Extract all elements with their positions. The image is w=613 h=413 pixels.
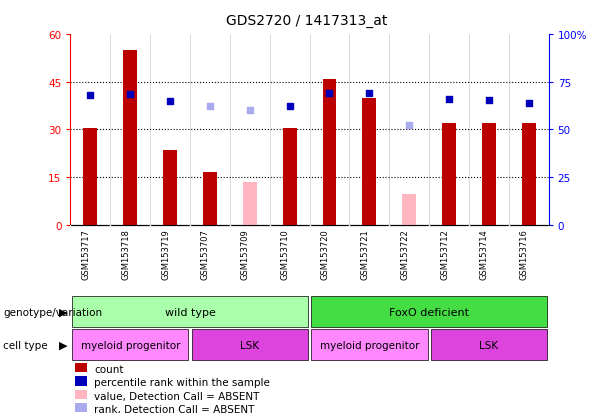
Text: genotype/variation: genotype/variation [3, 307, 102, 317]
Bar [75, 376, 87, 386]
Text: LSK: LSK [240, 340, 259, 350]
Bar [192, 330, 308, 360]
Text: GSM153710: GSM153710 [281, 229, 289, 279]
Text: GSM153717: GSM153717 [82, 229, 91, 279]
Text: LSK: LSK [479, 340, 498, 350]
Text: FoxO deficient: FoxO deficient [389, 307, 469, 317]
Text: GSM153722: GSM153722 [400, 229, 409, 279]
Bar [431, 330, 547, 360]
Point [524, 100, 533, 107]
Bar [75, 363, 87, 372]
Text: GSM153712: GSM153712 [440, 229, 449, 279]
Bar [243, 183, 257, 225]
Text: GSM153718: GSM153718 [121, 229, 130, 279]
Point [405, 122, 414, 129]
Bar [311, 330, 427, 360]
Bar [402, 195, 416, 225]
Bar [522, 124, 536, 225]
Text: GSM153716: GSM153716 [520, 229, 528, 279]
Bar [482, 124, 496, 225]
Bar [72, 297, 308, 327]
Bar [72, 330, 188, 360]
Text: GSM153720: GSM153720 [321, 229, 330, 279]
Text: cell type: cell type [3, 340, 48, 350]
Text: count: count [94, 364, 124, 374]
Point [284, 103, 294, 109]
Text: percentile rank within the sample: percentile rank within the sample [94, 377, 270, 387]
Point [484, 97, 494, 104]
Point [86, 93, 96, 99]
Bar [362, 98, 376, 225]
Text: GSM153721: GSM153721 [360, 229, 369, 279]
Text: GSM153714: GSM153714 [480, 229, 489, 279]
Point [364, 91, 374, 97]
Text: GSM153719: GSM153719 [161, 229, 170, 279]
Text: value, Detection Call = ABSENT: value, Detection Call = ABSENT [94, 391, 260, 401]
Bar [83, 128, 97, 225]
Bar [283, 128, 297, 225]
Bar [75, 390, 87, 399]
Point [125, 92, 135, 98]
Bar [75, 403, 87, 413]
Bar [311, 297, 547, 327]
Bar [123, 51, 137, 225]
Text: wild type: wild type [165, 307, 215, 317]
Text: GSM153709: GSM153709 [241, 229, 250, 279]
Text: GDS2720 / 1417313_at: GDS2720 / 1417313_at [226, 14, 387, 28]
Text: rank, Detection Call = ABSENT: rank, Detection Call = ABSENT [94, 404, 255, 413]
Point [245, 108, 255, 114]
Bar [442, 124, 456, 225]
Text: ▶: ▶ [59, 340, 67, 350]
Point [205, 103, 215, 109]
Point [166, 98, 175, 105]
Bar [203, 173, 217, 225]
Bar [163, 151, 177, 225]
Text: ▶: ▶ [59, 307, 67, 317]
Point [444, 96, 454, 103]
Bar [322, 79, 337, 225]
Text: myeloid progenitor: myeloid progenitor [80, 340, 180, 350]
Text: myeloid progenitor: myeloid progenitor [319, 340, 419, 350]
Text: GSM153707: GSM153707 [201, 229, 210, 279]
Point [325, 91, 335, 97]
